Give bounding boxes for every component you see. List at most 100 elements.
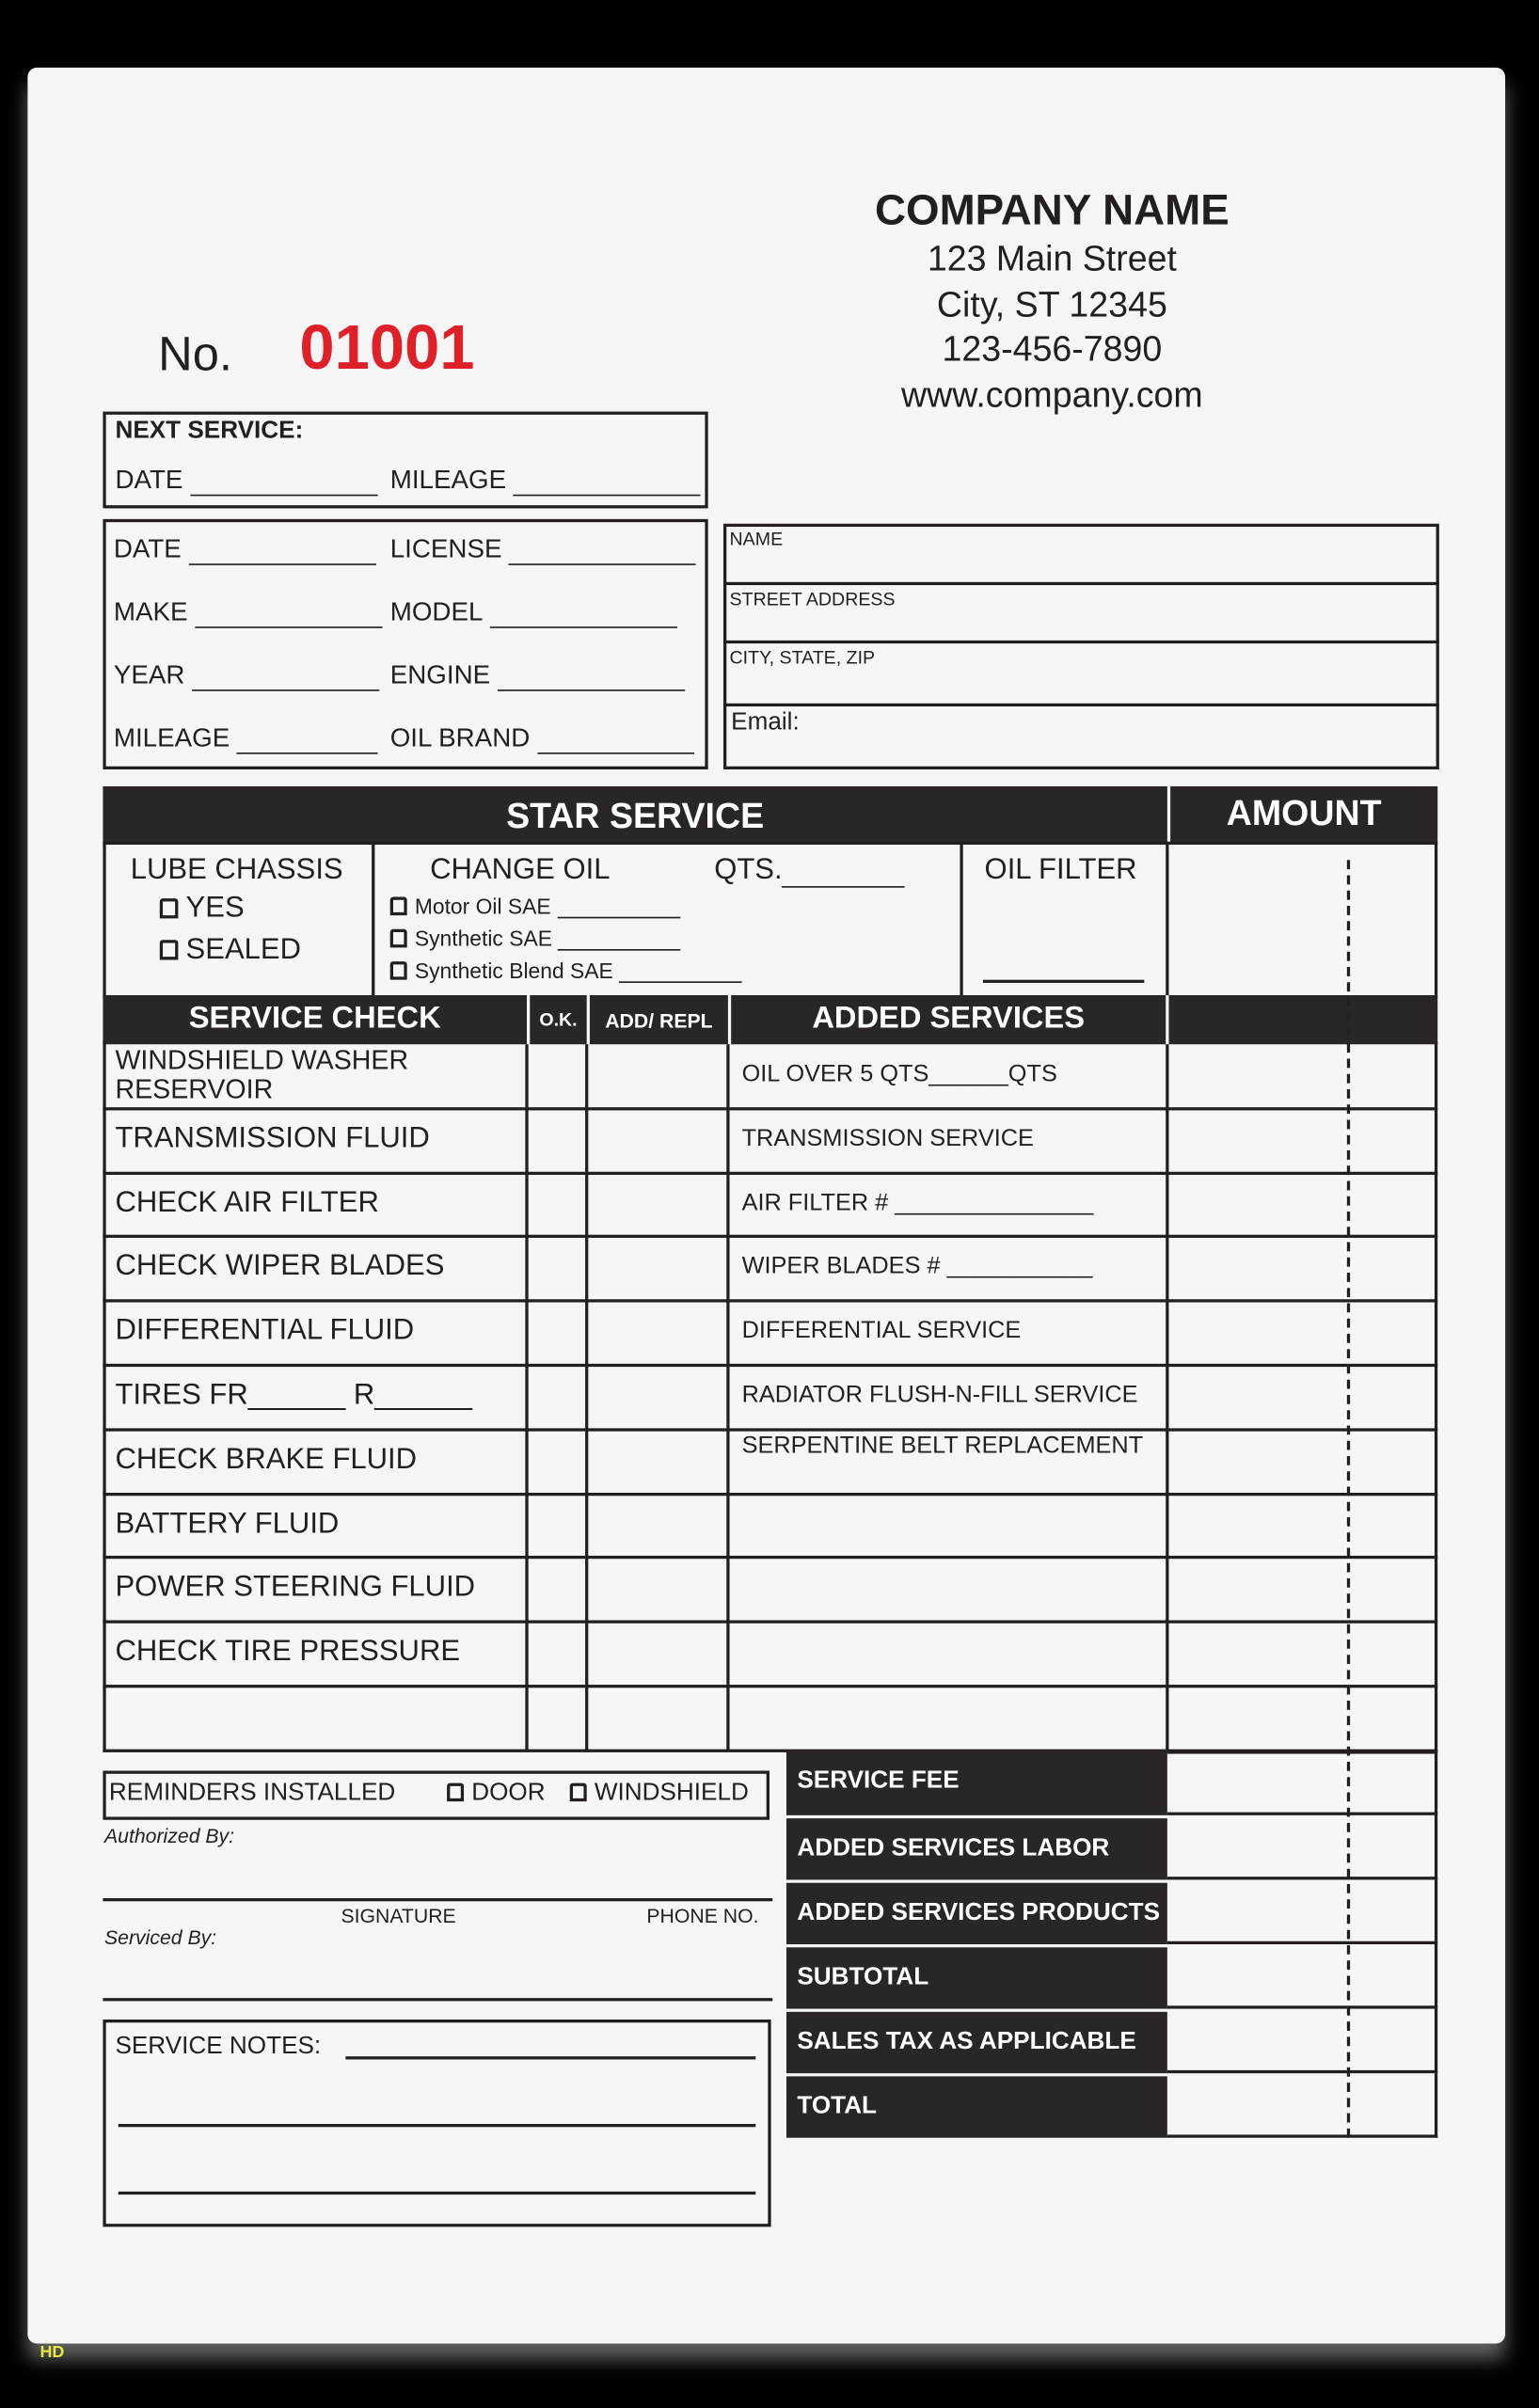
star-service-header [103,785,1438,845]
added-service-item: AIR FILTER # _______________ [741,1189,1094,1216]
table-row [103,1171,1438,1175]
total-amount-cell[interactable] [1166,1879,1438,1944]
service-notes-box[interactable] [103,2020,771,2227]
vehicle-date-label: DATE [113,534,182,564]
authorized-signature-line[interactable] [103,1898,773,1902]
total-label: ADDED SERVICES PRODUCTS [785,1882,1167,1944]
company-street: 123 Main Street [927,238,1177,278]
next-service-box [103,411,708,509]
vehicle-year-field[interactable] [192,689,380,691]
add-repl-header: ADD/ REPL [605,1008,713,1033]
serviced-by-label: Serviced By: [104,1925,217,1949]
vehicle-mileage-label: MILEAGE [113,723,230,753]
service-check-item: TIRES FR______ R______ [115,1379,472,1412]
added-service-item: WIPER BLADES # ___________ [741,1253,1093,1280]
total-label: TOTAL [785,2076,1167,2138]
table-row [103,1299,1438,1303]
added-service-item: OIL OVER 5 QTS______QTS [741,1061,1057,1087]
added-service-item: RADIATOR FLUSH-N-FILL SERVICE [741,1382,1138,1409]
signature-label: SIGNATURE [341,1904,456,1928]
total-amount-cell[interactable] [1166,1751,1438,1815]
total-amount-cell[interactable] [1166,1814,1438,1880]
vehicle-box [103,518,708,769]
service-check-item: WINDSHIELD WASHER RESERVOIR [115,1044,409,1104]
service-check-header [103,994,1438,1045]
qts-field[interactable] [782,886,906,888]
vehicle-engine-field[interactable] [497,689,686,691]
table-row [103,1106,1438,1111]
total-amount-cell[interactable] [1166,2073,1438,2138]
table-row [103,1685,1438,1688]
lube-chassis-label: LUBE CHASSIS [130,853,343,887]
service-check-item: CHECK BRAKE FLUID [115,1443,418,1476]
reminders-box [103,1770,770,1820]
lube-yes-checkbox[interactable]: YES [159,893,245,927]
company-block: COMPANY NAME 123 Main Street City, ST 12… [821,184,1282,418]
windshield-checkbox[interactable]: WINDSHIELD [569,1780,749,1807]
customer-street-field[interactable]: STREET ADDRESS [729,588,896,610]
serviced-by-line[interactable] [103,1998,773,2002]
phone-no-label: PHONE NO. [646,1904,759,1928]
lube-sealed-checkbox[interactable]: SEALED [159,934,301,968]
total-label: SERVICE FEE [785,1751,1167,1815]
service-check-title: SERVICE CHECK [188,1001,441,1036]
watermark: HD [40,2343,65,2363]
oil-filter-field[interactable] [982,979,1145,983]
service-check-item: TRANSMISSION FLUID [115,1122,430,1155]
vehicle-oil-brand-field[interactable] [537,752,694,754]
star-service-title: STAR SERVICE [506,795,765,836]
service-table [103,1040,1438,1752]
door-checkbox[interactable]: DOOR [447,1780,546,1807]
service-check-item: DIFFERENTIAL FLUID [115,1314,415,1348]
vehicle-license-label: LICENSE [389,534,502,564]
invoice-number: 01001 [299,311,475,383]
next-date-label: DATE [115,465,183,495]
change-oil-label: CHANGE OIL [430,853,611,887]
next-mileage-label: MILEAGE [389,465,507,495]
vehicle-oil_brand-label: OIL BRAND [389,723,531,753]
vehicle-engine-label: ENGINE [389,660,491,690]
ok-header: O.K. [539,1008,578,1031]
amount-header: AMOUNT [1226,792,1382,832]
service-check-item: CHECK AIR FILTER [115,1186,379,1219]
next-service-title: NEXT SERVICE: [115,418,304,444]
added-service-item: TRANSMISSION SERVICE [741,1125,1034,1152]
company-city: City, ST 12345 [936,283,1167,324]
table-row [103,1235,1438,1239]
vehicle-make-label: MAKE [113,597,188,627]
added-service-item: DIFFERENTIAL SERVICE [741,1318,1022,1344]
added-service-item: SERPENTINE BELT REPLACEMENT [741,1432,1144,1459]
table-row [103,1620,1438,1624]
company-name: COMPANY NAME [875,185,1230,234]
service-check-item: CHECK WIPER BLADES [115,1250,445,1283]
total-amount-cell[interactable] [1166,2008,1438,2074]
company-phone: 123-456-7890 [942,328,1163,369]
authorized-by-label: Authorized By: [104,1824,235,1848]
invoice-no-label: No. [158,326,232,381]
next-mileage-field[interactable] [513,494,702,497]
vehicle-license-field[interactable] [509,563,697,565]
customer-city-field[interactable]: CITY, STATE, ZIP [729,646,876,669]
table-row [103,1492,1438,1496]
vehicle-make-field[interactable] [195,626,383,628]
invoice-sheet [27,67,1506,2344]
synthetic-blend-checkbox[interactable]: Synthetic Blend SAE [389,958,742,983]
added-services-title: ADDED SERVICES [812,1001,1086,1036]
service-notes-label: SERVICE NOTES: [115,2033,322,2060]
customer-email-field[interactable]: Email: [731,709,800,737]
vehicle-mileage-field[interactable] [236,752,379,754]
service-check-item: CHECK TIRE PRESSURE [115,1636,461,1669]
total-label: SALES TAX AS APPLICABLE [785,2011,1167,2074]
table-row [103,1363,1438,1368]
customer-name-field[interactable]: NAME [729,528,784,550]
vehicle-date-field[interactable] [188,563,376,565]
service-check-item: POWER STEERING FLUID [115,1571,476,1605]
next-date-field[interactable] [190,494,378,497]
customer-box [723,523,1439,769]
total-label: SUBTOTAL [785,1947,1167,2009]
synthetic-checkbox[interactable]: Synthetic SAE [389,927,681,951]
motor-oil-checkbox[interactable]: Motor Oil SAE [389,894,680,919]
total-amount-cell[interactable] [1166,1943,1438,2009]
amount-divider [1346,860,1351,2138]
vehicle-model-field[interactable] [489,626,677,628]
